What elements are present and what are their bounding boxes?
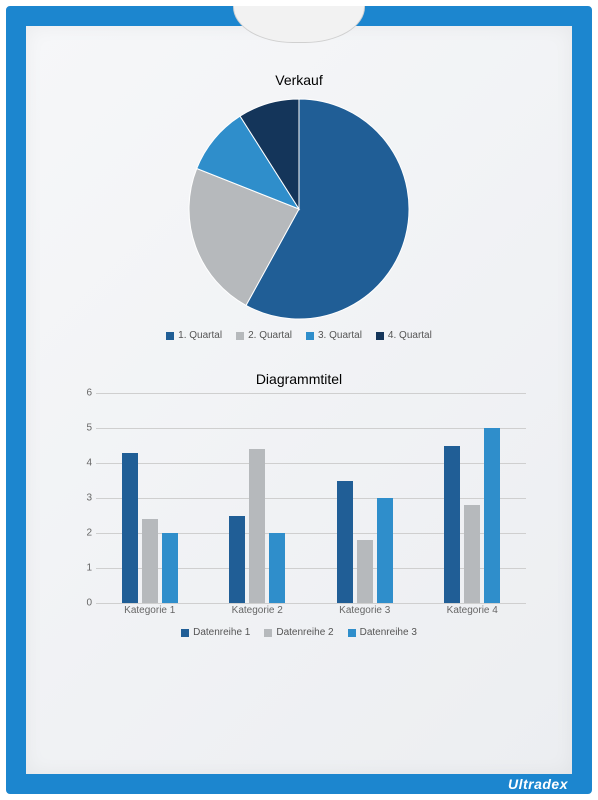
legend-label: 1. Quartal — [178, 330, 222, 341]
legend-swatch — [264, 629, 272, 637]
bar — [162, 533, 178, 603]
legend-item: 1. Quartal — [166, 330, 222, 341]
bar — [444, 446, 460, 604]
bar-chart-y-axis: 0123456 — [80, 393, 92, 603]
pie-chart — [62, 94, 536, 324]
bar — [249, 449, 265, 603]
gridline — [96, 603, 526, 604]
bar-chart-plot-area — [96, 393, 526, 603]
legend-swatch — [181, 629, 189, 637]
x-tick-label: Kategorie 2 — [232, 605, 283, 616]
pie-chart-svg — [184, 94, 414, 324]
pie-chart-legend: 1. Quartal 2. Quartal 3. Quartal 4. Quartal — [62, 330, 536, 341]
legend-label: Datenreihe 2 — [276, 627, 333, 638]
bar-group — [229, 393, 285, 603]
brand-label: Ultradex — [508, 776, 568, 792]
bar-chart-x-axis: Kategorie 1 Kategorie 2 Kategorie 3 Kategor… — [96, 605, 526, 623]
x-tick-label: Kategorie 3 — [339, 605, 390, 616]
bar-chart-legend: Datenreihe 1 Datenreihe 2 Datenreihe 3 — [62, 627, 536, 638]
bar — [484, 428, 500, 603]
bar — [122, 453, 138, 604]
bar — [357, 540, 373, 603]
y-tick-label: 1 — [86, 563, 92, 574]
legend-item: Datenreihe 2 — [264, 627, 333, 638]
bar — [337, 481, 353, 604]
bar — [142, 519, 158, 603]
bar — [229, 516, 245, 604]
bar — [269, 533, 285, 603]
legend-swatch — [166, 332, 174, 340]
legend-item: 3. Quartal — [306, 330, 362, 341]
document-frame: Verkauf 1. Quartal 2. Quartal 3. Quartal 4.… — [0, 0, 598, 800]
pie-chart-title: Verkauf — [62, 72, 536, 88]
document-sheet: Verkauf 1. Quartal 2. Quartal 3. Quartal 4.… — [26, 26, 572, 774]
legend-label: 4. Quartal — [388, 330, 432, 341]
y-tick-label: 2 — [86, 528, 92, 539]
bar-chart: 0123456 Kategorie 1Kategorie 2Kategorie … — [82, 393, 526, 623]
legend-label: Datenreihe 3 — [360, 627, 417, 638]
legend-item: Datenreihe 3 — [348, 627, 417, 638]
legend-item: Datenreihe 1 — [181, 627, 250, 638]
x-tick-label: Kategorie 4 — [447, 605, 498, 616]
legend-swatch — [306, 332, 314, 340]
y-tick-label: 0 — [86, 598, 92, 609]
x-tick-label: Kategorie 1 — [124, 605, 175, 616]
y-tick-label: 6 — [86, 388, 92, 399]
legend-swatch — [236, 332, 244, 340]
bar-chart-title: Diagrammtitel — [62, 371, 536, 387]
y-tick-label: 3 — [86, 493, 92, 504]
bar — [377, 498, 393, 603]
legend-item: 2. Quartal — [236, 330, 292, 341]
legend-label: 3. Quartal — [318, 330, 362, 341]
bar-group — [444, 393, 500, 603]
legend-item: 4. Quartal — [376, 330, 432, 341]
bar-group — [337, 393, 393, 603]
y-tick-label: 5 — [86, 423, 92, 434]
legend-label: 2. Quartal — [248, 330, 292, 341]
bar-group — [122, 393, 178, 603]
legend-swatch — [376, 332, 384, 340]
legend-swatch — [348, 629, 356, 637]
bar — [464, 505, 480, 603]
legend-label: Datenreihe 1 — [193, 627, 250, 638]
y-tick-label: 4 — [86, 458, 92, 469]
